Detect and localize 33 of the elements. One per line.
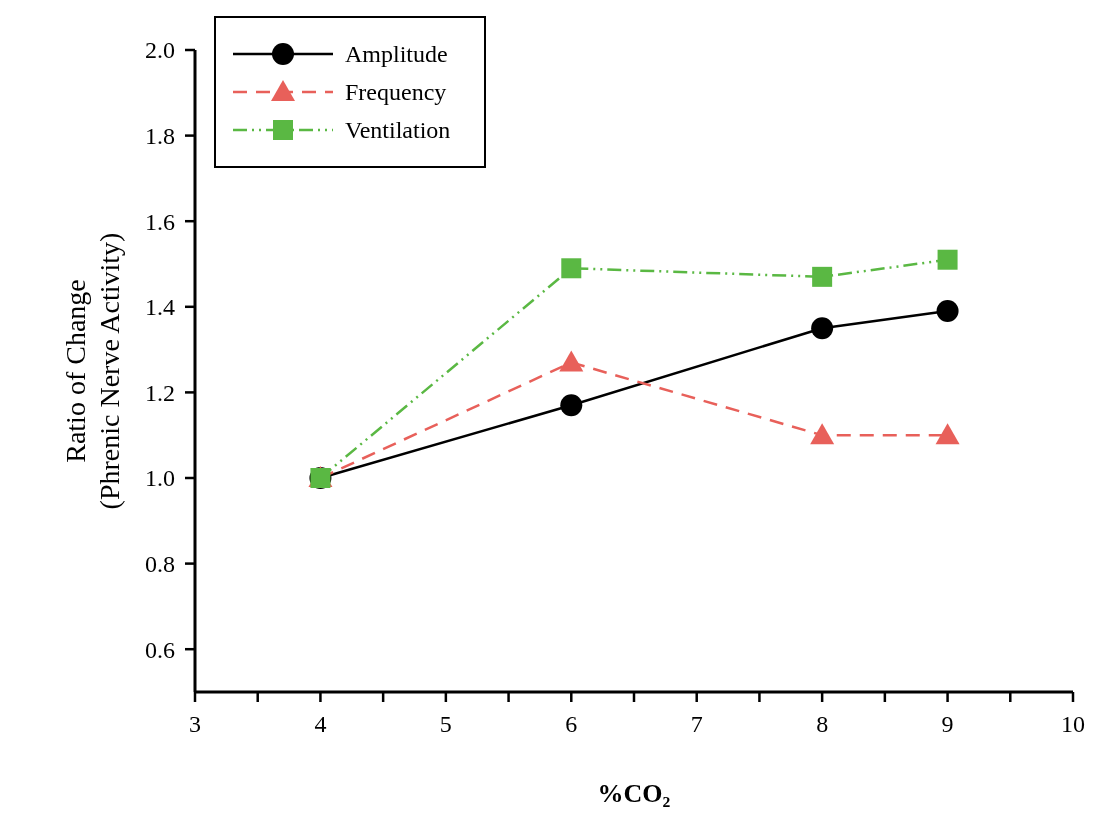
- y-tick-label: 0.6: [145, 636, 175, 663]
- x-tick-label: 9: [941, 711, 954, 737]
- point: [559, 350, 584, 372]
- point: [811, 317, 834, 340]
- x-tick-label: 7: [690, 711, 703, 737]
- legend-item: Amplitude: [233, 41, 448, 68]
- legend-item: Ventilation: [233, 117, 451, 144]
- point: [561, 258, 582, 279]
- point: [812, 266, 833, 287]
- y-tick-label: 1.4: [145, 294, 175, 321]
- x-tick-label: 4: [314, 711, 327, 737]
- y-tick-label: 0.8: [145, 551, 175, 577]
- x-tick-label: 6: [565, 711, 578, 737]
- point: [560, 394, 583, 417]
- y-axis-title: Ratio of Change (Phrenic Nerve Activity): [60, 232, 125, 510]
- x-axis-title: %CO₂: [597, 779, 671, 808]
- x-tick-label: 5: [439, 711, 452, 737]
- point: [935, 423, 960, 445]
- y-tick-label: 1.6: [145, 208, 175, 235]
- y-tick-label: 1.8: [145, 123, 175, 149]
- point: [810, 423, 835, 445]
- legend-item: Frequency: [233, 79, 447, 106]
- point: [937, 249, 958, 270]
- y-tick-label: 2.0: [145, 37, 175, 64]
- legend-label: Amplitude: [345, 41, 448, 68]
- y-tick-label: 1.0: [145, 465, 175, 492]
- y-tick-label: 1.2: [145, 379, 175, 406]
- legend-label: Frequency: [345, 79, 447, 106]
- point: [936, 300, 959, 323]
- x-tick-label: 3: [189, 711, 201, 737]
- x-tick-label: 8: [816, 711, 829, 737]
- legend-label: Ventilation: [345, 117, 451, 144]
- x-tick-label: 10: [1061, 711, 1085, 737]
